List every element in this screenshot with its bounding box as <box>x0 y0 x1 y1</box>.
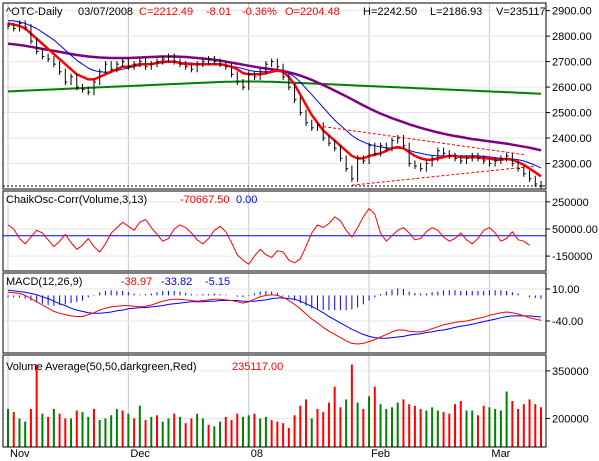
y-tick-label: 2700.00 <box>552 57 592 69</box>
panel-border <box>2 2 547 190</box>
header-change-pct: -0.36% <box>242 6 277 18</box>
header-volume: V=235117 <box>496 6 546 18</box>
header-high: H=2242.50 <box>363 6 417 18</box>
y-tick-label: -40.00 <box>552 316 583 328</box>
y-tick-label: 2400.00 <box>552 133 592 145</box>
chaikin-corr: 0.00 <box>236 194 257 206</box>
macd-hist-value: -5.15 <box>205 276 230 288</box>
chaikin-panel <box>2 190 547 272</box>
header-close: C=2212.49 <box>139 6 193 18</box>
x-tick-label: Nov <box>10 448 30 460</box>
trendline-upper <box>323 126 524 156</box>
y-tick-label: 350000 <box>552 366 589 378</box>
y-tick-label: 2800.00 <box>552 31 592 43</box>
header-symbol: ^OTC-Daily <box>6 6 63 18</box>
y-tick-label: 2900.00 <box>552 6 592 18</box>
header-change: -8.01 <box>206 6 231 18</box>
trendline-lower <box>351 165 536 186</box>
svg-text:MACD(12,26,9) -38.97 -: MACD(12,26,9) -38.97 -33.82 -5.15 <box>6 276 230 288</box>
y-tick-label: 2500.00 <box>552 108 592 120</box>
y-tick-label: -150000 <box>552 251 592 263</box>
macd-signal-line <box>7 289 542 339</box>
y-tick-label: 2600.00 <box>552 82 592 94</box>
y-tick-label: 10.00 <box>552 284 580 296</box>
svg-text:ChaikOsc-Corr(Volume,3,13): ChaikOsc-Corr(Volume,3,13) -70667.50 0.0… <box>6 194 257 206</box>
macd-value: -38.97 <box>121 276 152 288</box>
ma-10-line <box>7 22 542 178</box>
y-tick-label: 200000 <box>552 413 589 425</box>
chaikin-label: ChaikOsc-Corr(Volume,3,13) <box>6 194 147 206</box>
ma-50-line <box>7 42 542 152</box>
x-tick-label: Mar <box>491 448 510 460</box>
chaikin-value: -70667.50 <box>180 194 230 206</box>
svg-text:^OTC-Daily 03/07/2008: ^OTC-Daily 03/07/2008 C=2212.49 -8.01 -0… <box>6 6 546 18</box>
macd-signal-value: -33.82 <box>161 276 192 288</box>
svg-text:Volume Average(50,50,darkgreen: Volume Average(50,50,darkgreen,Red) 2351… <box>6 361 283 373</box>
x-tick-label: Feb <box>371 448 390 460</box>
ma-200-line <box>7 80 542 95</box>
x-tick-label: Dec <box>130 448 150 460</box>
y-tick-label: 50000.00 <box>552 224 598 236</box>
panel-border <box>2 354 547 448</box>
header-open: O=2204.48 <box>285 6 340 18</box>
y-tick-label: 2300.00 <box>552 159 592 171</box>
panel-border <box>2 272 547 354</box>
volume-value: 235117.00 <box>232 361 283 373</box>
header-date: 03/07/2008 <box>78 6 133 18</box>
panel-border <box>2 190 547 272</box>
macd-line <box>7 291 542 345</box>
chaikin-line <box>7 208 530 265</box>
volume-label: Volume Average(50,50,darkgreen,Red) <box>6 361 197 373</box>
macd-label: MACD(12,26,9) <box>6 276 82 288</box>
y-tick-label: 250000 <box>552 197 589 209</box>
header-low: L=2186.93 <box>430 6 482 18</box>
x-tick-label: 08 <box>251 448 263 460</box>
price-panel <box>2 2 547 190</box>
